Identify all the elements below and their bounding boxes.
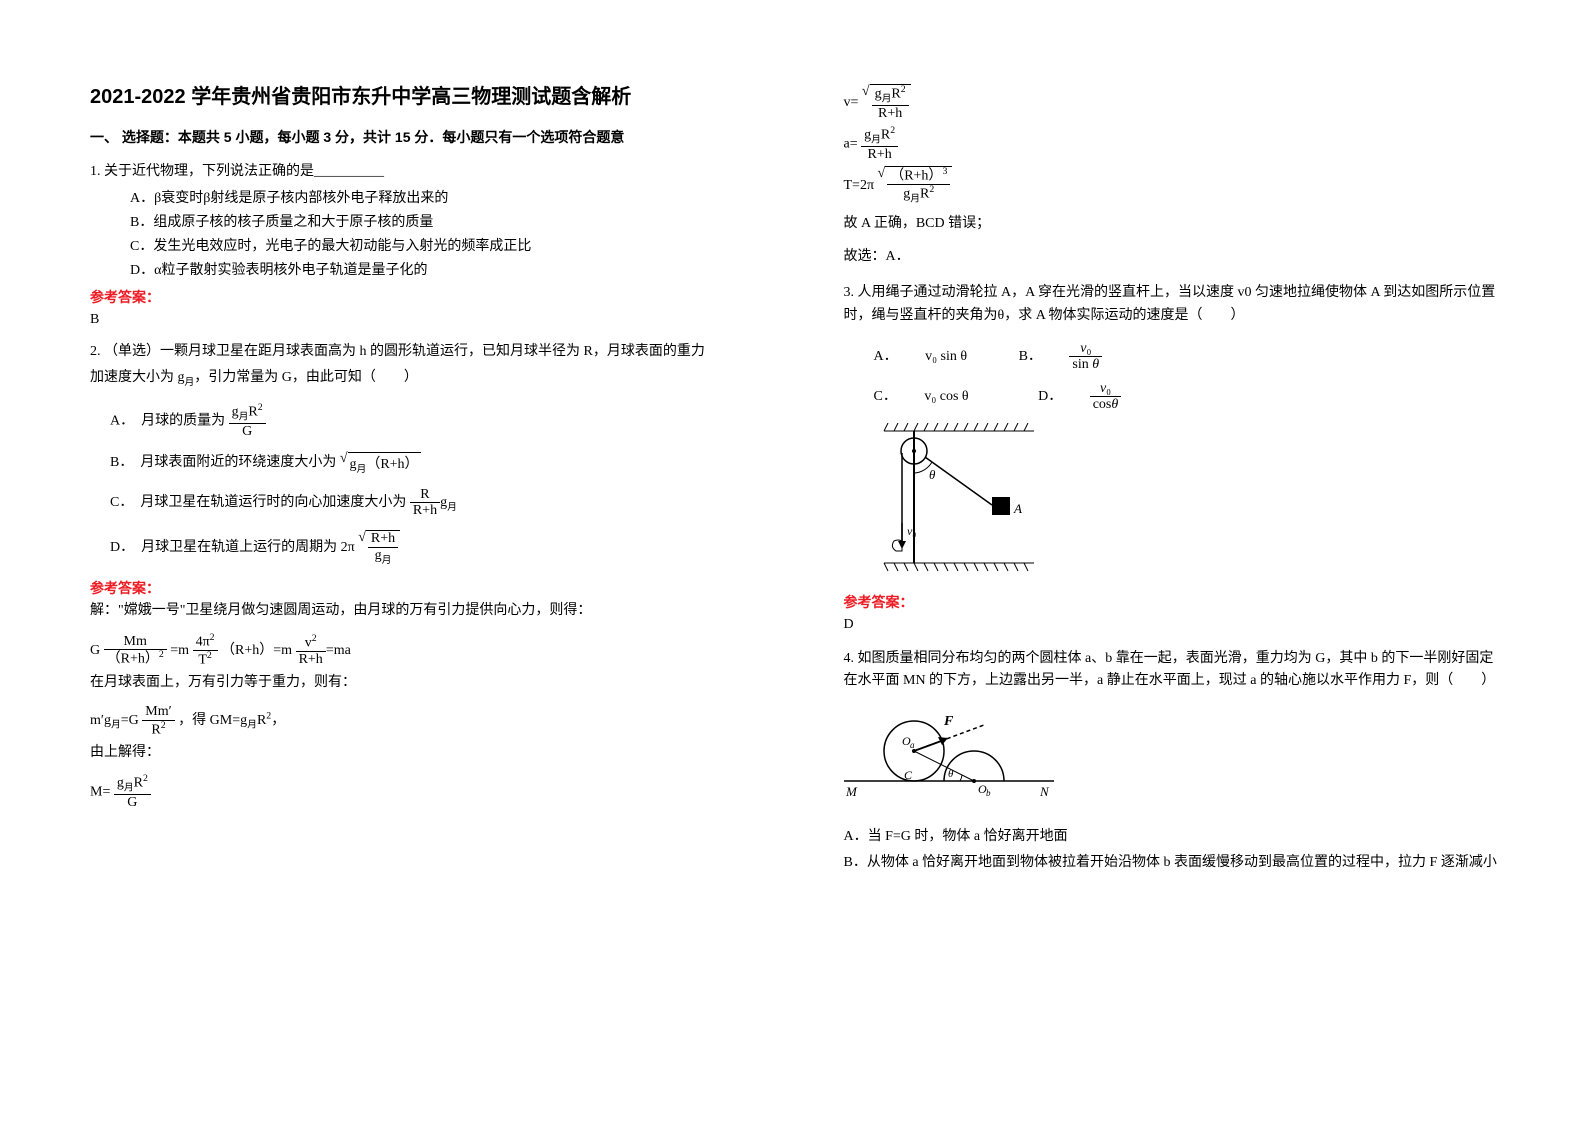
question-4: 4. 如图质量相同分布均匀的两个圆柱体 a、b 靠在一起，表面光滑，重力均为 G… — [844, 648, 1498, 875]
q2-conclusion-2: 故选：A． — [844, 246, 1498, 268]
q1-options: A．β衰变时β射线是原子核内部核外电子释放出来的 B．组成原子核的核子质量之和大… — [90, 187, 744, 282]
sub-moon: 月 — [239, 411, 249, 422]
q3-stem: 3. 人用绳子通过动滑轮拉 A，A 穿在光滑的竖直杆上，当以速度 v0 匀速地拉… — [844, 282, 1498, 327]
answer-label: 参考答案： — [90, 578, 744, 598]
q2-sol-1: 解："嫦娥一号"卫星绕月做匀速圆周运动，由月球的万有引力提供向心力，则得： — [90, 600, 744, 622]
sub-moon: 月 — [111, 720, 121, 731]
q3-c-expr: v₀ cos θ — [924, 389, 968, 404]
q1-stem: 1. 关于近代物理，下列说法正确的是__________ — [90, 161, 744, 183]
svg-text:M: M — [845, 784, 858, 799]
q2-formula-2: m′g月=G Mm′R2 ，得 GM=g月R2， — [90, 704, 744, 737]
q3-opt-c: C． v₀ cos θ — [874, 389, 993, 404]
q2-stem-cont: 加速度大小为 g月，引力常量为 G，由此可知（ ） — [90, 367, 744, 390]
answer-label: 参考答案： — [844, 592, 1498, 612]
sub-moon: 月 — [447, 502, 457, 513]
page-title: 2021-2022 学年贵州省贵阳市东升中学高三物理测试题含解析 — [90, 80, 744, 109]
q3-opts-row1: A． v₀ sin θ B． v₀sin θ — [874, 341, 1498, 373]
svg-text:θ: θ — [929, 467, 936, 482]
sub-moon: 月 — [382, 555, 392, 566]
q2-formula-1: G Mm（R+h）2 =m 4π2T2 （R+h）=m v2R+h=ma — [90, 633, 744, 668]
q2-stem: 2. （单选）一颗月球卫星在距月球表面高为 h 的圆形轨道运行，已知月球半径为 … — [90, 341, 744, 363]
q2-a-frac: g月R2 G — [229, 403, 266, 440]
q2-sol-2: 在月球表面上，万有引力等于重力，则有： — [90, 672, 744, 694]
svg-text:v₀: v₀ — [907, 524, 917, 538]
answer-label: 参考答案： — [90, 287, 744, 307]
svg-text:b: b — [986, 788, 991, 798]
left-column: 2021-2022 学年贵州省贵阳市东升中学高三物理测试题含解析 一、 选择题：… — [0, 0, 794, 1122]
sub-moon: 月 — [124, 783, 134, 794]
q2-c-text: C． 月球卫星在轨道运行时的向心加速度大小为 — [110, 495, 406, 510]
q2-opt-c: C． 月球卫星在轨道运行时的向心加速度大小为 R R+h g月 — [110, 487, 744, 519]
q2-b-text: B． 月球表面附近的环绕速度大小为 — [110, 455, 336, 470]
question-2: 2. （单选）一颗月球卫星在距月球表面高为 h 的圆形轨道运行，已知月球半径为 … — [90, 341, 744, 811]
svg-text:θ: θ — [948, 768, 954, 780]
q2-stem-2: 加速度大小为 g — [90, 370, 185, 385]
sub-moon: 月 — [871, 134, 881, 145]
sub-moon: 月 — [247, 720, 257, 731]
question-1: 1. 关于近代物理，下列说法正确的是__________ A．β衰变时β射线是原… — [90, 161, 744, 331]
svg-text:A: A — [1013, 501, 1022, 516]
q2-formula-t: T=2π √（R+h）3g月R2 — [844, 166, 1498, 205]
pulley-diagram: θ A v₀ — [874, 423, 1498, 578]
svg-text:C: C — [904, 768, 913, 782]
q2-d-text: D． 月球卫星在轨道上运行的周期为 2π — [110, 541, 355, 556]
q2-opt-d: D． 月球卫星在轨道上运行的周期为 2π √R+hg月 — [110, 530, 744, 566]
svg-text:F: F — [943, 714, 954, 729]
q4-stem: 4. 如图质量相同分布均匀的两个圆柱体 a、b 靠在一起，表面光滑，重力均为 G… — [844, 648, 1498, 693]
q2-sol-3-text: ，得 GM=g — [178, 713, 247, 728]
q4-opt-b: B．从物体 a 恰好离开地面到物体被拉着开始沿物体 b 表面缓慢移动到最高位置的… — [844, 852, 1498, 874]
q2-sol-4: 由上解得： — [90, 742, 744, 764]
right-column: v= √g月R2R+h a= g月R2R+h T=2π √（R+h）3g月R2 … — [794, 0, 1587, 1122]
q3-a-label: A． — [874, 349, 898, 364]
q3-answer: D — [844, 614, 1498, 636]
sub-moon: 月 — [357, 464, 367, 475]
q2-opt-a: A． 月球的质量为 g月R2 G — [110, 403, 744, 440]
q3-d-label: D． — [1038, 389, 1062, 404]
q1-opt-c: C．发生光电效应时，光电子的最大初动能与入射光的频率成正比 — [130, 235, 744, 259]
q3-opts-row2: C． v₀ cos θ D． v₀cosθ — [874, 381, 1498, 413]
q4-opt-a: A．当 F=G 时，物体 a 恰好离开地面 — [844, 826, 1498, 848]
sub-moon: 月 — [185, 377, 195, 388]
section-heading: 一、 选择题：本题共 5 小题，每小题 3 分，共计 15 分．每小题只有一个选… — [90, 127, 744, 147]
q3-opt-d: D． v₀cosθ — [1038, 389, 1169, 404]
cylinder-diagram: M N Ob Oa C θ F — [844, 701, 1498, 816]
q1-opt-b: B．组成原子核的核子质量之和大于原子核的质量 — [130, 211, 744, 235]
q2-formula-m: M= g月R2G — [90, 774, 744, 811]
q3-opt-a: A． v₀ sin θ — [874, 349, 992, 364]
q2-a-text: A． 月球的质量为 — [110, 413, 229, 428]
svg-text:a: a — [910, 740, 915, 750]
q2-formula-a: a= g月R2R+h — [844, 126, 1498, 163]
q2-opt-b: B． 月球表面附近的环绕速度大小为 √g月（R+h） — [110, 451, 744, 474]
sub-moon: 月 — [910, 194, 920, 205]
q2-c-frac: R R+h — [410, 487, 440, 519]
q1-opt-d: D．α粒子散射实验表明核外电子轨道是量子化的 — [130, 259, 744, 283]
q2-stem-1: 2. （单选）一颗月球卫星在距月球表面高为 h 的圆形轨道运行，已知月球半径为 … — [90, 344, 705, 359]
q1-answer: B — [90, 309, 744, 331]
q2-stem-3: ，引力常量为 G，由此可知（ ） — [194, 370, 418, 385]
svg-text:N: N — [1039, 784, 1050, 799]
q3-a-expr: v₀ sin θ — [925, 349, 967, 364]
q2-formula-v: v= √g月R2R+h — [844, 84, 1498, 122]
sub-moon: 月 — [882, 93, 892, 104]
q3-b-label: B． — [1019, 349, 1042, 364]
question-3: 3. 人用绳子通过动滑轮拉 A，A 穿在光滑的竖直杆上，当以速度 v0 匀速地拉… — [844, 282, 1498, 636]
q3-c-label: C． — [874, 389, 897, 404]
q3-opt-b: B． v₀sin θ — [1019, 349, 1151, 364]
q1-opt-a: A．β衰变时β射线是原子核内部核外电子释放出来的 — [130, 187, 744, 211]
q2-conclusion-1: 故 A 正确，BCD 错误； — [844, 213, 1498, 235]
